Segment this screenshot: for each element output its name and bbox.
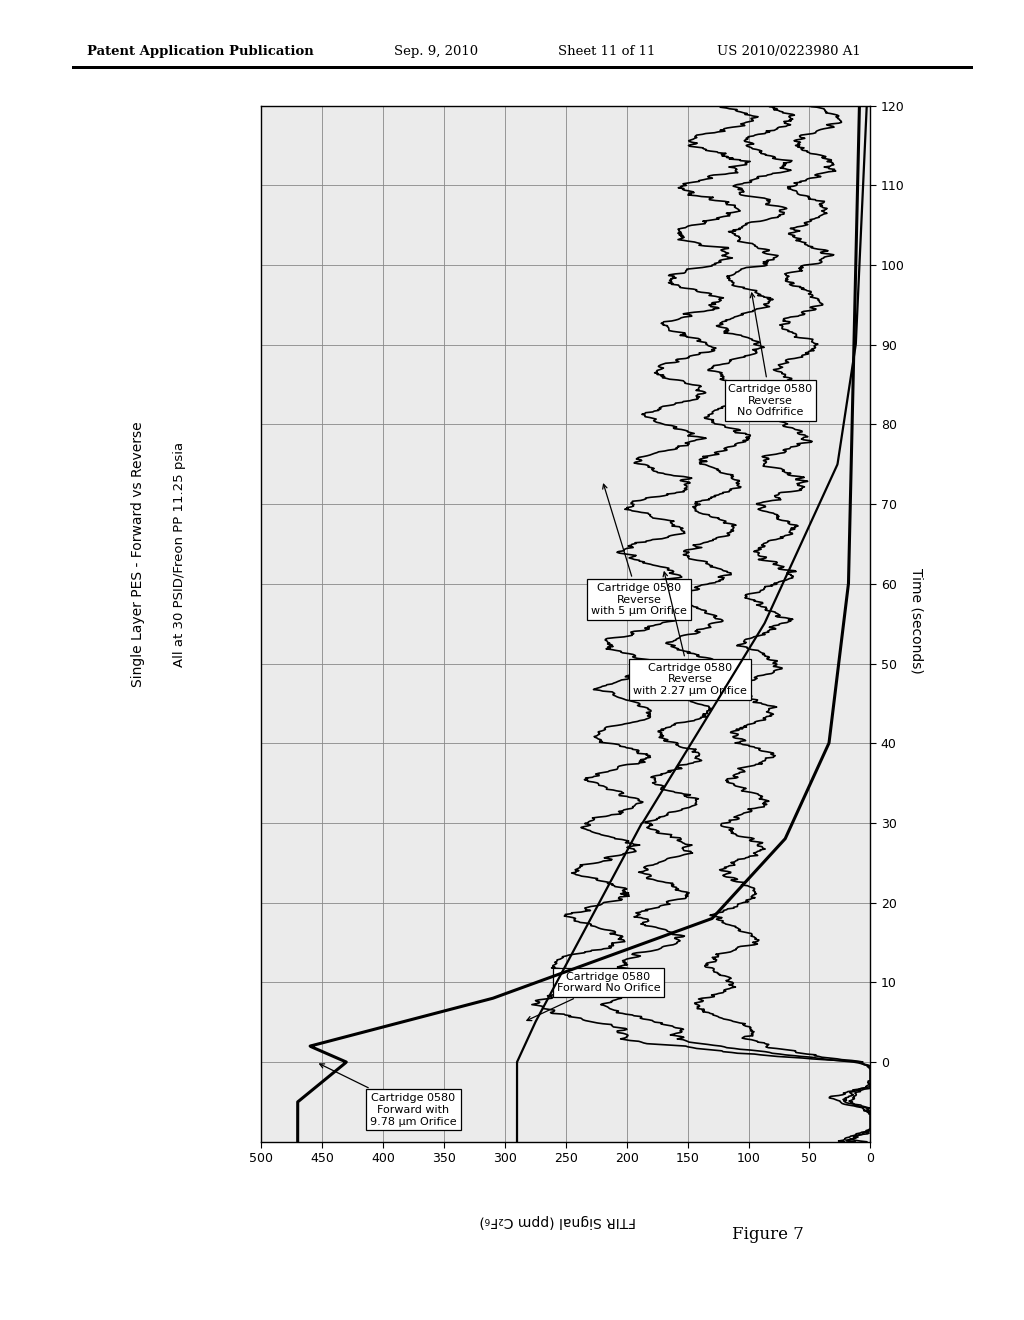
Text: Cartridge 0580
Reverse
with 5 μm Orifice: Cartridge 0580 Reverse with 5 μm Orifice (591, 484, 687, 616)
Text: Time (seconds): Time (seconds) (909, 568, 924, 673)
Text: US 2010/0223980 A1: US 2010/0223980 A1 (717, 45, 860, 58)
Text: Cartridge 0580
Reverse
No Odfrifice: Cartridge 0580 Reverse No Odfrifice (728, 293, 812, 417)
Text: Figure 7: Figure 7 (732, 1226, 804, 1242)
Text: Single Layer PES - Forward vs Reverse: Single Layer PES - Forward vs Reverse (131, 421, 145, 688)
Text: Cartridge 0580
Forward with
9.78 μm Orifice: Cartridge 0580 Forward with 9.78 μm Orif… (319, 1064, 457, 1126)
Text: FTIR Signal (ppm C₂F₆): FTIR Signal (ppm C₂F₆) (480, 1214, 636, 1228)
Text: All at 30 PSID/Freon PP 11.25 psia: All at 30 PSID/Freon PP 11.25 psia (173, 442, 185, 667)
Text: Patent Application Publication: Patent Application Publication (87, 45, 313, 58)
Text: Sep. 9, 2010: Sep. 9, 2010 (394, 45, 478, 58)
Text: Cartridge 0580
Reverse
with 2.27 μm Orifice: Cartridge 0580 Reverse with 2.27 μm Orif… (633, 572, 746, 696)
Text: Cartridge 0580
Forward No Orifice: Cartridge 0580 Forward No Orifice (527, 972, 660, 1020)
Text: Sheet 11 of 11: Sheet 11 of 11 (558, 45, 655, 58)
